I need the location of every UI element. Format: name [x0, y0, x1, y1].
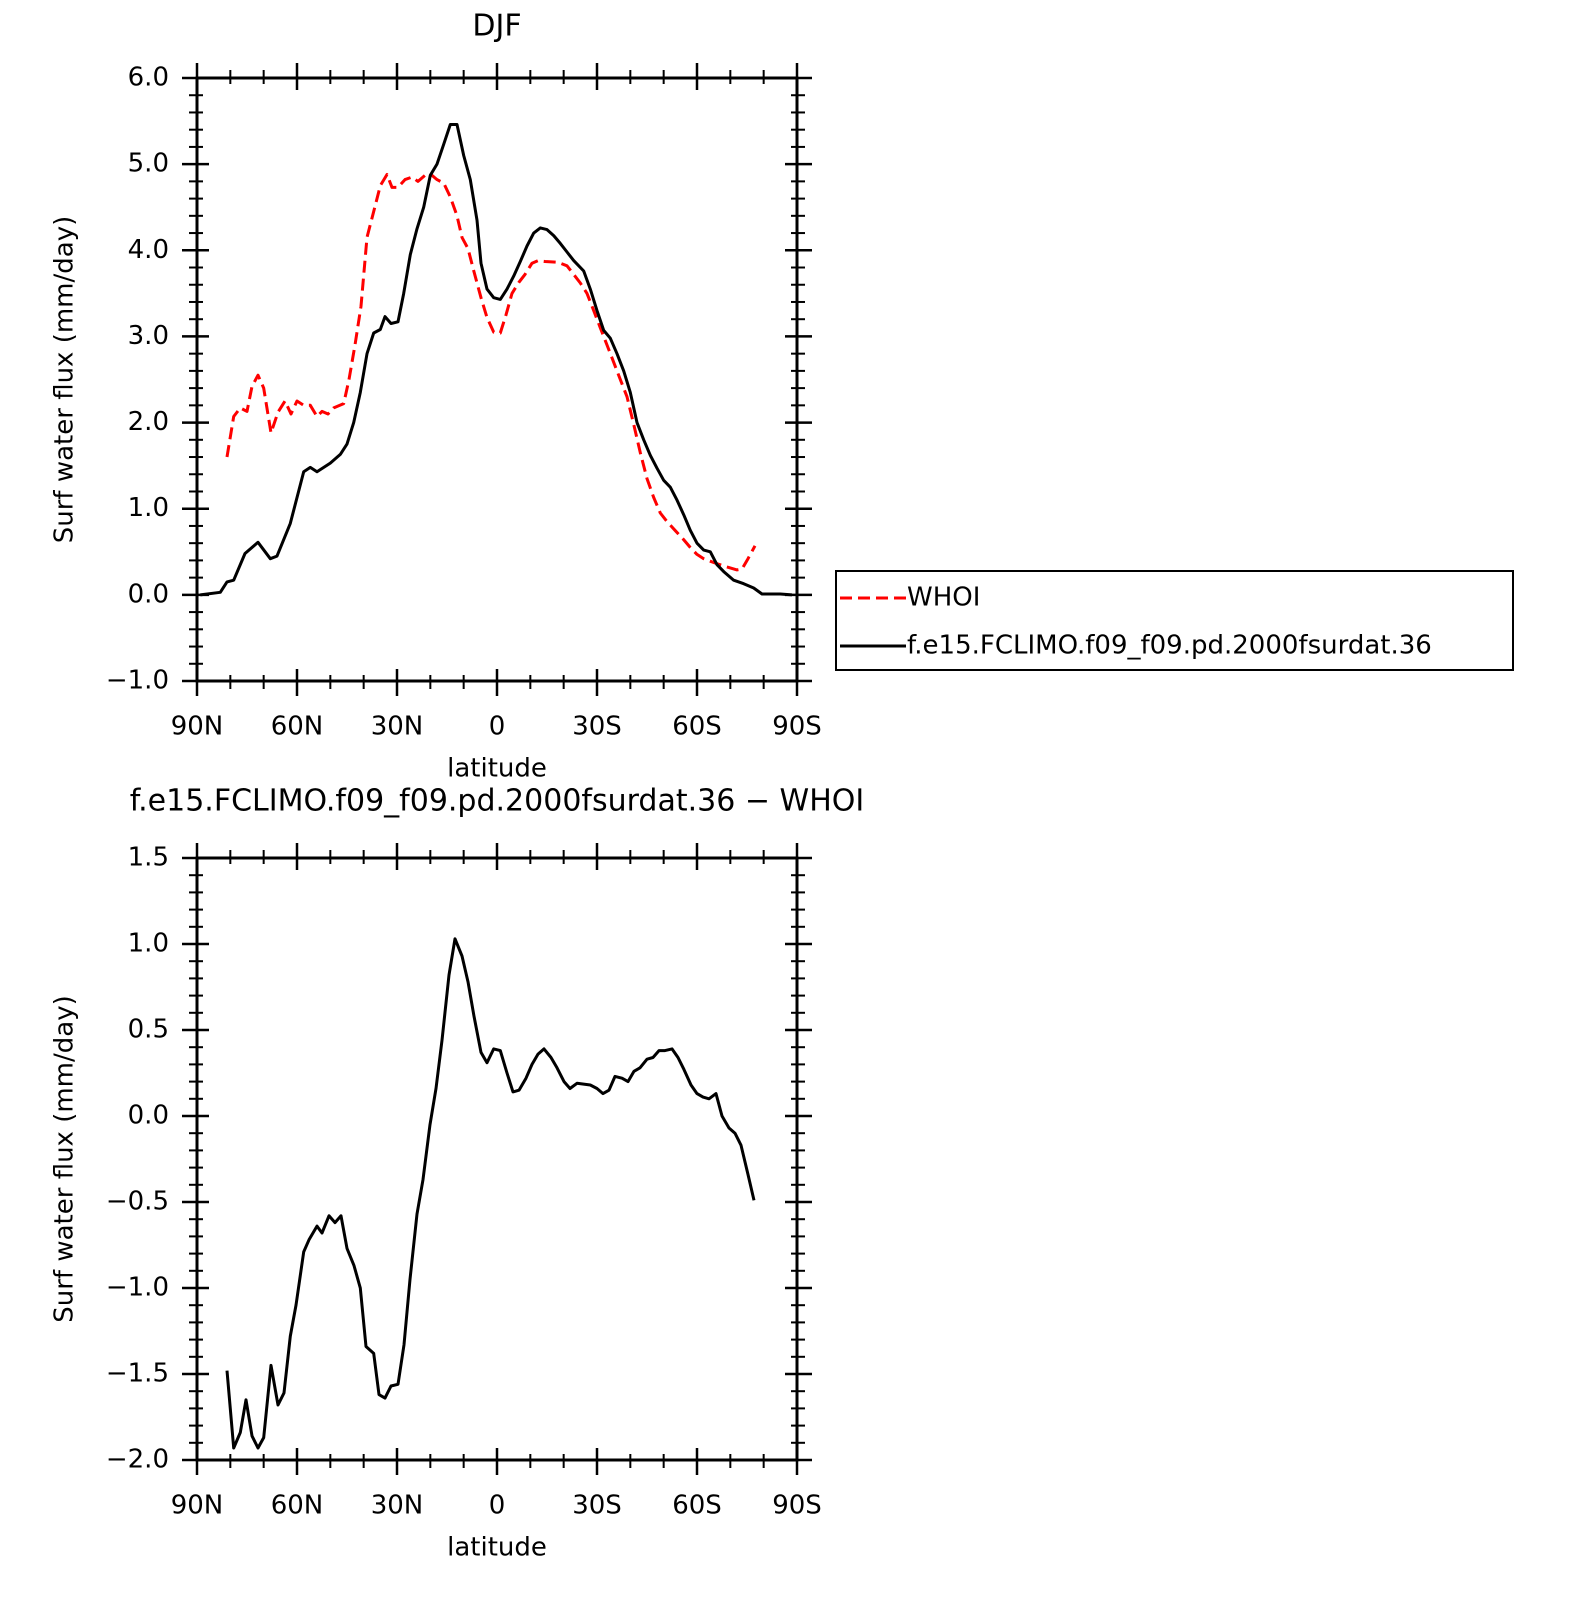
x-tick-label: 0	[489, 1491, 506, 1521]
data-line	[200, 123, 793, 597]
y-tick-label: −1.0	[106, 666, 169, 696]
y-tick-label: −1.5	[106, 1359, 169, 1389]
y-tick-label: 0.0	[128, 1101, 169, 1131]
plot-frame	[195, 76, 799, 683]
y-axis-label: Surf water flux (mm/day)	[50, 995, 80, 1322]
x-tick-label: 60S	[672, 1491, 722, 1521]
x-tick-label: 90S	[772, 1491, 822, 1521]
x-tick-label: 60S	[672, 712, 722, 742]
x-tick-label: 30N	[371, 1491, 424, 1521]
x-tick-label: 90S	[772, 712, 822, 742]
legend-label: WHOI	[907, 583, 980, 613]
y-tick-label: 0.0	[128, 579, 169, 609]
y-tick-label: 3.0	[128, 321, 169, 351]
y-tick-label: 4.0	[128, 235, 169, 265]
y-tick-label: −0.5	[106, 1187, 169, 1217]
x-tick-label: 60N	[271, 1491, 324, 1521]
x-axis-label: latitude	[447, 754, 547, 784]
x-tick-label: 30N	[371, 712, 424, 742]
chart-title: f.e15.FCLIMO.f09_f09.pd.2000fsurdat.36 −…	[130, 784, 864, 819]
legend-label: f.e15.FCLIMO.f09_f09.pd.2000fsurdat.36	[907, 631, 1432, 661]
x-tick-label: 60N	[271, 712, 324, 742]
y-tick-label: 2.0	[128, 407, 169, 437]
x-tick-label: 90N	[171, 1491, 224, 1521]
x-tick-label: 30S	[572, 1491, 622, 1521]
data-line	[225, 937, 756, 1450]
x-tick-label: 0	[489, 712, 506, 742]
y-tick-label: −2.0	[106, 1445, 169, 1475]
legend-box	[835, 570, 1514, 671]
y-tick-label: 0.5	[128, 1015, 169, 1045]
x-tick-label: 30S	[572, 712, 622, 742]
y-tick-label: 1.5	[128, 843, 169, 873]
y-tick-label: 6.0	[128, 63, 169, 93]
x-tick-label: 90N	[171, 712, 224, 742]
chart-title: DJF	[472, 9, 521, 44]
y-tick-label: 5.0	[128, 149, 169, 179]
y-tick-label: −1.0	[106, 1273, 169, 1303]
y-axis-label: Surf water flux (mm/day)	[50, 216, 80, 543]
data-line	[225, 173, 757, 572]
plot-frame	[195, 856, 799, 1462]
x-axis-label: latitude	[447, 1533, 547, 1563]
y-tick-label: 1.0	[128, 929, 169, 959]
y-tick-label: 1.0	[128, 493, 169, 523]
